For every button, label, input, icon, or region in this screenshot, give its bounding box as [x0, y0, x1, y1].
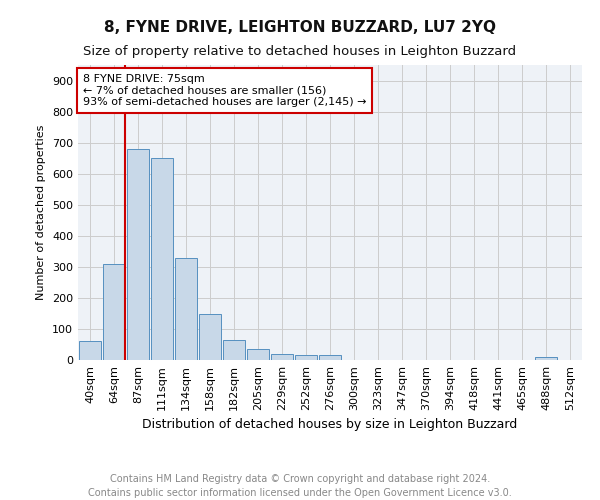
Y-axis label: Number of detached properties: Number of detached properties: [37, 125, 46, 300]
Bar: [175, 258, 197, 360]
Text: 8 FYNE DRIVE: 75sqm
← 7% of detached houses are smaller (156)
93% of semi-detach: 8 FYNE DRIVE: 75sqm ← 7% of detached hou…: [83, 74, 367, 107]
Bar: [103, 264, 125, 360]
Text: Contains HM Land Registry data © Crown copyright and database right 2024.
Contai: Contains HM Land Registry data © Crown c…: [88, 474, 512, 498]
Bar: [223, 340, 245, 360]
Bar: [535, 357, 557, 360]
Bar: [79, 342, 101, 360]
Text: 8, FYNE DRIVE, LEIGHTON BUZZARD, LU7 2YQ: 8, FYNE DRIVE, LEIGHTON BUZZARD, LU7 2YQ: [104, 20, 496, 35]
Text: Size of property relative to detached houses in Leighton Buzzard: Size of property relative to detached ho…: [83, 45, 517, 58]
Bar: [271, 354, 293, 360]
Bar: [199, 314, 221, 360]
Bar: [127, 149, 149, 360]
Bar: [319, 356, 341, 360]
Bar: [151, 158, 173, 360]
Bar: [247, 349, 269, 360]
X-axis label: Distribution of detached houses by size in Leighton Buzzard: Distribution of detached houses by size …: [142, 418, 518, 432]
Bar: [295, 356, 317, 360]
